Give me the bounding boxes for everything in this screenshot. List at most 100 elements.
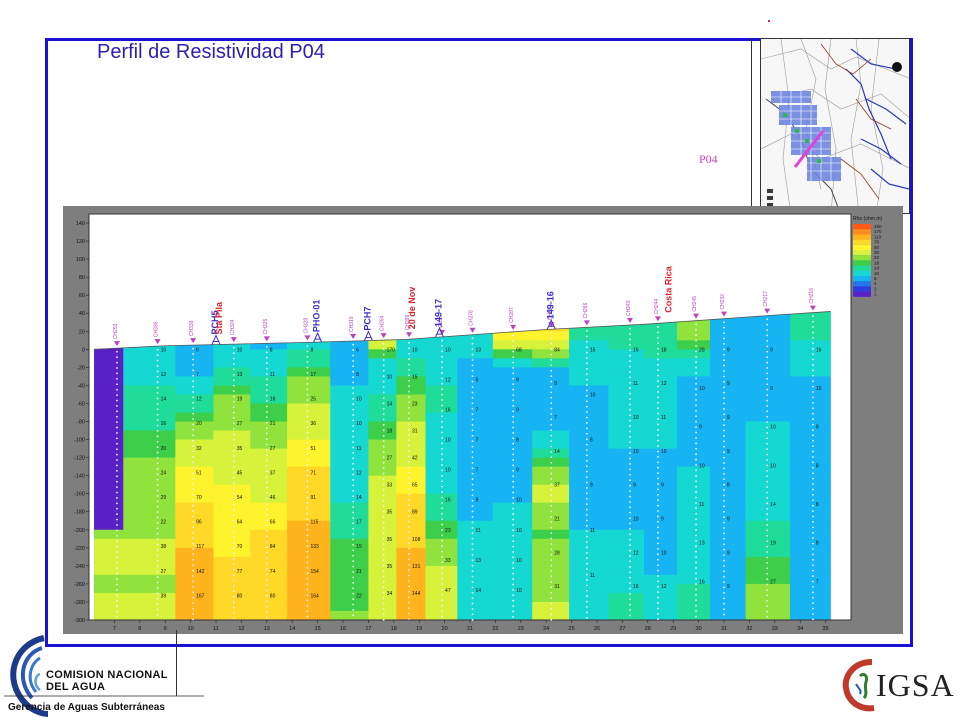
sondeo-sample-dot bbox=[766, 432, 769, 434]
sondeo-sample-dot bbox=[232, 525, 235, 528]
sondeo-sample-dot bbox=[265, 508, 268, 511]
field-cell bbox=[677, 520, 711, 531]
sondeo-sample-dot bbox=[265, 492, 268, 494]
sondeo-sample-dot bbox=[156, 408, 159, 411]
data-value-label: 10 bbox=[445, 438, 451, 444]
field-cell bbox=[812, 322, 831, 332]
sondeo-sample-dot bbox=[471, 591, 474, 594]
sondeo-sample-dot bbox=[695, 474, 697, 477]
sondeo-sample-dot bbox=[192, 558, 195, 561]
sondeo-sample-dot bbox=[766, 616, 769, 618]
sondeo-sample-dot bbox=[192, 575, 195, 577]
sondeo-sample-dot bbox=[723, 435, 725, 437]
field-cell bbox=[745, 538, 791, 549]
field-cell bbox=[492, 583, 533, 594]
sondeo-sample-dot bbox=[550, 391, 553, 394]
sondeo-sample-dot bbox=[629, 609, 631, 612]
field-cell bbox=[368, 439, 397, 450]
field-cell bbox=[287, 358, 331, 368]
sondeo-sample-dot bbox=[766, 361, 769, 364]
sondeo-sample-dot bbox=[629, 506, 631, 509]
sondeo-sample-dot bbox=[657, 510, 659, 512]
sondeo-sample-dot bbox=[265, 475, 268, 478]
field-cell bbox=[710, 403, 747, 413]
data-value-label: 12 bbox=[196, 397, 202, 403]
sondeo-sample-dot bbox=[723, 332, 725, 334]
sondeo-sample-dot bbox=[629, 392, 631, 395]
sondeo-sample-dot bbox=[156, 592, 159, 595]
sondeo-sample-dot bbox=[812, 472, 814, 475]
sondeo-sample-dot bbox=[382, 380, 385, 383]
sondeo-sample-dot bbox=[812, 315, 814, 318]
field-cell bbox=[94, 448, 124, 459]
data-value-label: 14 bbox=[356, 495, 362, 501]
sondeo-sample-dot bbox=[550, 331, 553, 334]
field-cell bbox=[250, 439, 288, 450]
sondeo-sample-dot bbox=[306, 512, 309, 515]
sondeo-sample-dot bbox=[232, 612, 235, 614]
sondeo-sample-dot bbox=[116, 437, 118, 440]
field-cell bbox=[745, 439, 791, 450]
sondeo-sample-dot bbox=[695, 382, 697, 385]
sondeo-sample-dot bbox=[265, 578, 268, 581]
sondeo-label: CH310 bbox=[349, 316, 355, 332]
sondeo-sample-dot bbox=[585, 384, 588, 386]
field-cell bbox=[123, 511, 176, 522]
sondeo-sample-dot bbox=[408, 607, 410, 609]
field-cell bbox=[812, 484, 831, 495]
data-value-label: 10 bbox=[387, 374, 393, 380]
sondeo-sample-dot bbox=[156, 402, 159, 405]
field-cell bbox=[330, 547, 369, 558]
legend-label: 70 bbox=[874, 240, 880, 245]
field-cell bbox=[569, 547, 609, 558]
sondeo-sample-dot bbox=[408, 385, 410, 388]
data-value-label: 22 bbox=[356, 593, 362, 599]
data-value-label: 14 bbox=[770, 502, 776, 508]
field-cell bbox=[569, 484, 609, 495]
field-cell bbox=[396, 556, 427, 567]
field-cell bbox=[175, 511, 214, 522]
sondeo-sample-dot bbox=[585, 443, 588, 446]
field-cell bbox=[812, 601, 831, 612]
sondeo-sample-dot bbox=[512, 453, 515, 456]
data-value-label: 16 bbox=[161, 421, 167, 427]
field-cell bbox=[287, 439, 331, 450]
sondeo-sample-dot bbox=[723, 483, 725, 486]
sondeo-sample-dot bbox=[812, 364, 814, 366]
legend-title: Rho (ohm.m) bbox=[853, 216, 883, 222]
data-value-label: 9 bbox=[699, 425, 702, 431]
field-cell bbox=[330, 439, 369, 450]
field-cell bbox=[457, 457, 494, 468]
sondeo-sample-dot bbox=[408, 580, 410, 582]
sondeo-sample-dot bbox=[192, 466, 195, 469]
sondeo-sample-dot bbox=[629, 490, 631, 492]
well-marker bbox=[435, 326, 444, 338]
sondeo-sample-dot bbox=[766, 464, 769, 467]
data-value-label: 11 bbox=[356, 446, 361, 452]
sondeo-sample-dot bbox=[512, 551, 515, 553]
sondeo-sample-dot bbox=[156, 386, 159, 389]
sondeo-sample-dot bbox=[382, 537, 385, 540]
sondeo-sample-dot bbox=[192, 618, 195, 621]
data-value-label: 27 bbox=[770, 579, 776, 585]
sondeo-sample-dot bbox=[232, 601, 235, 604]
sondeo-sample-dot bbox=[471, 613, 474, 616]
sondeo-sample-dot bbox=[657, 493, 659, 496]
data-value-label: 9 bbox=[476, 377, 479, 383]
field-cell bbox=[812, 502, 831, 513]
field-cell bbox=[710, 538, 747, 549]
sondeo-sample-dot bbox=[585, 519, 588, 522]
field-cell bbox=[396, 466, 427, 477]
y-tick-label: -80 bbox=[77, 420, 85, 426]
sondeo-sample-dot bbox=[352, 435, 355, 438]
field-cell bbox=[492, 610, 533, 620]
data-value-label: 7 bbox=[476, 438, 479, 444]
sondeo-sample-dot bbox=[352, 533, 355, 536]
field-cell bbox=[677, 565, 711, 576]
sondeo-sample-dot bbox=[629, 495, 631, 498]
field-cell bbox=[608, 520, 645, 531]
sondeo-sample-dot bbox=[265, 373, 268, 375]
sondeo-sample-dot bbox=[232, 520, 235, 522]
field-cell bbox=[608, 322, 645, 332]
sondeo-sample-dot bbox=[116, 518, 118, 521]
